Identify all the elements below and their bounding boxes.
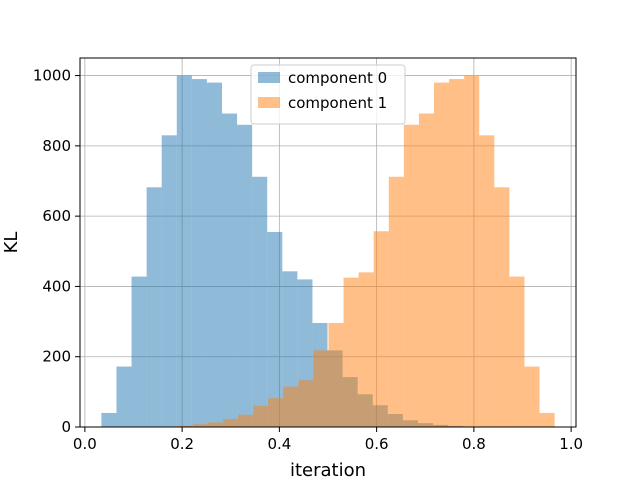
legend-swatch-component-0: [258, 72, 280, 83]
histogram-bar-component-1: [373, 231, 389, 427]
x-tick-label: 1.0: [559, 435, 583, 453]
histogram-bar-component-1: [449, 79, 465, 427]
histogram-bar-component-1: [434, 82, 450, 427]
histogram-bar-component-1: [343, 277, 359, 427]
histogram-bar-component-1: [253, 405, 269, 427]
histogram-bar-component-1: [207, 422, 223, 427]
x-tick-label: 0.8: [462, 435, 486, 453]
histogram-bar-component-0: [161, 135, 177, 428]
histogram-bar-component-1: [479, 135, 495, 428]
histogram-bar-component-0: [237, 124, 253, 428]
histogram-bar-component-1: [358, 272, 374, 427]
y-tick-label: 800: [42, 137, 71, 155]
y-tick-label: 0: [61, 418, 71, 436]
histogram-bar-component-1: [268, 398, 284, 427]
histogram-bar-component-0: [252, 176, 268, 427]
y-axis-ticks: 0 200 400 600 800 1000: [33, 67, 80, 436]
histogram-bar-component-1: [418, 113, 435, 428]
y-tick-label: 1000: [33, 67, 71, 85]
x-tick-label: 0.4: [267, 435, 291, 453]
histogram-bar-component-0: [191, 79, 207, 427]
y-tick-label: 200: [42, 348, 71, 366]
histogram-bar-component-1: [524, 366, 540, 427]
histogram-bars: [101, 75, 555, 428]
histogram-bar-component-0: [146, 187, 162, 427]
x-axis-label: iteration: [290, 460, 366, 480]
x-tick-label: 0.0: [73, 435, 97, 453]
histogram-bar-component-1: [539, 412, 555, 427]
x-tick-label: 0.6: [365, 435, 389, 453]
y-tick-label: 600: [42, 207, 71, 225]
histogram-bar-component-1: [177, 425, 193, 427]
histogram-bar-component-1: [328, 322, 344, 427]
y-tick-label: 400: [42, 277, 71, 295]
histogram-bar-component-1: [313, 350, 329, 427]
x-tick-label: 0.2: [170, 435, 194, 453]
histogram-bar-component-1: [298, 380, 314, 427]
histogram-bar-component-1: [283, 386, 299, 427]
x-axis-ticks: 0.0 0.2 0.4 0.6 0.8 1.0: [73, 427, 583, 453]
histogram-bar-component-0: [101, 412, 117, 427]
histogram-bar-component-1: [238, 414, 254, 427]
histogram-bar-component-1: [509, 276, 525, 427]
legend: component 0 component 1: [250, 64, 406, 125]
plot-frame: [79, 57, 577, 428]
legend-label-component-1: component 1: [288, 94, 387, 112]
histogram-bar-component-1: [388, 176, 404, 427]
histogram-bar-component-1: [192, 424, 208, 427]
legend-swatch-component-1: [258, 97, 280, 108]
histogram-bar-component-1: [403, 124, 419, 428]
histogram-bar-component-1: [222, 418, 239, 427]
legend-label-component-0: component 0: [288, 69, 387, 87]
histogram-bar-component-1: [464, 75, 480, 428]
histogram-bar-component-1: [494, 187, 510, 427]
legend-box: [250, 64, 406, 125]
histogram-bar-component-0: [206, 82, 222, 427]
histogram-bar-component-0: [221, 113, 238, 428]
histogram-bar-component-0: [131, 276, 147, 427]
y-axis-label: KL: [1, 232, 22, 254]
histogram-bar-component-0: [176, 75, 192, 428]
histogram-bar-component-0: [267, 231, 283, 427]
histogram-bar-component-0: [116, 366, 132, 427]
